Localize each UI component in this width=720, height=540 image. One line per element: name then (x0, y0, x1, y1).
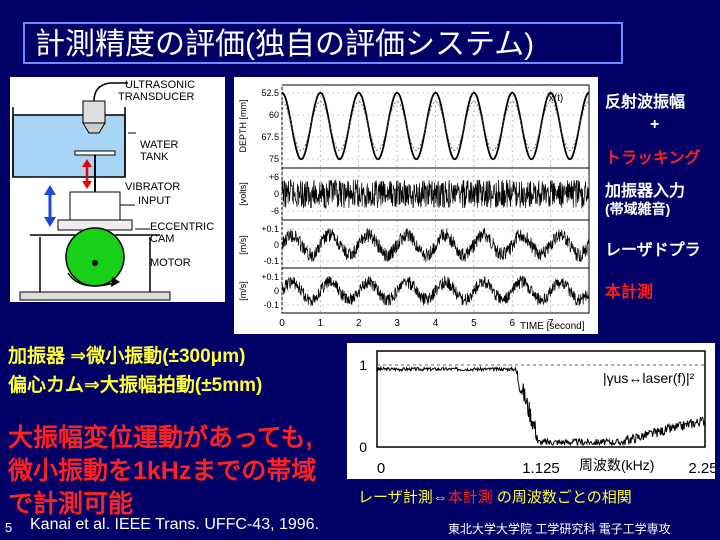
label-plus: + (650, 116, 660, 133)
coherence-y-tick-1: 1 (359, 357, 367, 373)
waveform-y-tick: 75 (269, 154, 279, 164)
waveform-xlabel: TIME [second] (520, 321, 585, 332)
coherence-x-tick-2: 2.25 (688, 460, 715, 477)
waveform-trace (281, 178, 590, 210)
waveform-trace (281, 91, 590, 161)
label-cam: CAM (150, 233, 175, 245)
coherence-frame (376, 350, 706, 448)
label-tracking: トラッキング (605, 150, 701, 167)
coherence-y-tick-0: 0 (359, 439, 367, 455)
waveform-trace (281, 275, 590, 307)
label-eccentric: ECCENTRIC (150, 221, 215, 233)
label-band-noise: (帯域雑音) (605, 201, 671, 217)
slide-number: 5 (5, 520, 13, 535)
waveform-y-tick: 67.5 (261, 132, 279, 142)
waveform-x-tick: 5 (471, 318, 477, 329)
waveform-y-tick: +6 (269, 172, 279, 182)
depth-annotation: x̂(t) (549, 92, 563, 104)
waveform-x-tick: 7 (548, 318, 554, 329)
coherence-xlabel: 周波数(kHz) (579, 457, 654, 473)
waveform-x-tick: 1 (318, 318, 324, 329)
conclusion-line-1: 大振幅変位運動があっても, (8, 424, 313, 452)
waveform-y-tick: -0.1 (263, 300, 279, 310)
vibrator-shape (69, 191, 121, 221)
slide-title: 計測精度の評価(独自の評価システム) (23, 22, 623, 64)
affiliation: 東北大学大学院 工学研究科 電子工学専攻 (448, 522, 671, 536)
coherence-x-tick-1: 1.125 (522, 460, 560, 477)
coherence-trace (376, 365, 706, 448)
conclusion-line-2: 微小振動を1kHzまでの帯域 (8, 457, 317, 485)
target-plate (74, 150, 116, 156)
label-tank: TANK (140, 151, 169, 163)
waveform-trace (281, 227, 590, 263)
waveform-y-tick: -6 (271, 206, 279, 216)
waveform-x-tick: 3 (394, 318, 400, 329)
label-vibrator: VIBRATOR (125, 181, 181, 193)
label-motor: MOTOR (150, 257, 191, 269)
coherence-plot: 1 00 1.125 2.25 周波数(kHz) |γus↔laser(f)|² (359, 350, 718, 477)
label-ultrasonic: ULTRASONIC (125, 79, 196, 91)
waveform-y-tick: 0 (274, 189, 279, 199)
water-tank-shape (12, 114, 126, 178)
waveform-ylabel: [m/s] (238, 281, 248, 301)
waveform-ylabel: DEPTH [mm] (238, 100, 248, 153)
waveform-y-tick: +0.1 (261, 224, 279, 234)
label-water: WATER (140, 139, 179, 151)
waveform-y-tick: 52.5 (261, 88, 279, 98)
waveform-y-tick: 0 (274, 240, 279, 250)
apparatus-diagram: ULTRASONIC TRANSDUCER WATER TANK VIBRATO… (10, 77, 225, 302)
eccentric-cam-shape (65, 227, 125, 287)
caption-laser: レーザ計測⇔ (358, 489, 448, 506)
waveform-x-tick: 0 (279, 318, 285, 329)
conclusion-line-3: で計測可能 (8, 490, 134, 518)
note-vibrator: 加振器 ⇒微小振動(±300μm) (8, 346, 246, 367)
label-transducer: TRANSDUCER (118, 91, 195, 103)
label-proposed-measurement: 本計測 (605, 284, 654, 301)
label-laser-doppler: レーザドプラ (605, 242, 701, 259)
label-echo-amplitude: 反射波振幅 (605, 94, 686, 111)
label-vibrator-input: 加振器入力 (605, 183, 686, 200)
apparatus-drawing (12, 82, 171, 301)
waveform-y-tick: +0.1 (261, 272, 279, 282)
transducer-shape (82, 100, 106, 124)
coherence-panel: 1 0 0 1.125 2.25 周波数(kHz) |γus↔laser(f)|² (347, 343, 718, 479)
caption-correlation: の周波数ごとの相関 (492, 489, 632, 506)
coherence-x-tick-0: 0 (377, 460, 385, 477)
waveform-y-tick: 0 (274, 286, 279, 296)
waveform-x-tick: 2 (356, 318, 362, 329)
note-eccentric-cam: 偏心カム⇒大振幅拍動(±5mm) (8, 375, 263, 396)
waveform-y-tick: -0.1 (263, 256, 279, 266)
label-input: INPUT (138, 195, 171, 207)
waveform-ylabel: [m/s] (238, 235, 248, 255)
caption-proposed: 本計測 (447, 489, 493, 506)
coherence-caption: レーザ計測⇔本計測 の周波数ごとの相関 (358, 486, 632, 507)
coherence-formula: |γus↔laser(f)|² (603, 370, 695, 386)
waveform-x-tick: 4 (433, 318, 439, 329)
waveform-panel: 0 1 2 3 4 5 6 7 TIME [second] 52.5 60 67.5 75 DEPTH [… (234, 77, 598, 334)
waveform-y-tick: 60 (269, 110, 279, 120)
waveform-x-tick: 6 (509, 318, 515, 329)
citation: Kanai et al. IEEE Trans. UFFC-43, 1996. (30, 516, 320, 533)
waveform-ylabel: [volts] (238, 182, 248, 206)
